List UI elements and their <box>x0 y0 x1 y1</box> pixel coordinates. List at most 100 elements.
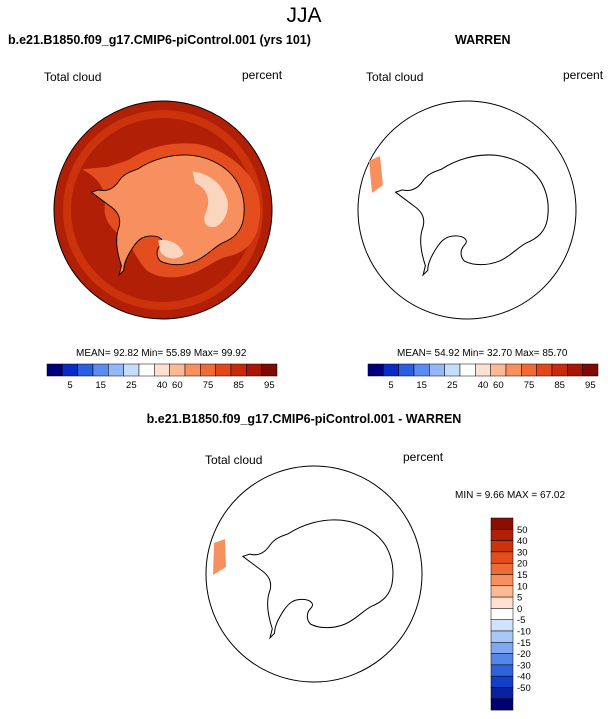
panel1-colorbar-swatch <box>77 363 94 377</box>
panel2-colorbar-swatch <box>475 363 491 377</box>
panel3-colorbar-swatch <box>490 653 514 666</box>
panel2-colorbar-tick-label: 95 <box>585 380 596 391</box>
panel1-colorbar-swatch <box>138 363 155 377</box>
panel3-colorbar-swatch <box>490 619 514 632</box>
panel3-colorbar-tick-label: -10 <box>517 627 531 638</box>
panel2-colorbar-swatch <box>367 363 384 377</box>
panel3-colorbar-tick-label: -30 <box>517 660 531 671</box>
panel2-colorbar-swatch <box>429 363 445 377</box>
panel1-colorbar-tick-label: 5 <box>67 380 72 391</box>
panel3-colorbar-tick-label: 5 <box>517 593 522 604</box>
panel2-colorbar-tick-label: 40 <box>478 380 489 391</box>
page-title: JJA <box>286 4 322 27</box>
panel1-colorbar-swatch <box>46 363 63 377</box>
panel2-map <box>357 100 577 320</box>
panel1-title: b.e21.B1850.f09_g17.CMIP6-piControl.001 … <box>8 33 311 47</box>
panel3-colorbar-swatch <box>490 664 514 677</box>
panel3-stats: MIN = 9.66 MAX = 67.02 <box>455 490 566 501</box>
panel3-colorbar-tick-label: -5 <box>517 615 525 626</box>
panel2-colorbar-swatch <box>567 363 583 377</box>
panel2-colorbar-swatch <box>582 363 599 377</box>
panel3-colorbar-tick-label: -50 <box>517 683 531 694</box>
panel3-colorbar-swatch <box>490 687 514 700</box>
panel1-map-boundary <box>53 100 273 320</box>
panel1-colorbar-tick-label: 85 <box>233 380 244 391</box>
panel3-colorbar-swatch <box>490 551 514 564</box>
panel3-colorbar-tick-label: 50 <box>517 525 528 536</box>
panel1-colorbar-swatch <box>200 363 216 377</box>
panel2-colorbar-swatch <box>490 363 507 377</box>
panel2-colorbar-swatch <box>383 363 399 377</box>
panel3-colorbar-swatch <box>490 642 514 654</box>
panel2-colorbar-tick-label: 85 <box>554 380 565 391</box>
panel3-colorbar-tick-label: -20 <box>517 649 531 660</box>
panel1-colorbar-swatch <box>215 363 232 377</box>
panel2-colorbar-tick-label: 25 <box>447 380 458 391</box>
panel3-colorbar-swatch <box>490 698 514 711</box>
panel2-colorbar-swatch <box>444 363 461 377</box>
panel3-title: b.e21.B1850.f09_g17.CMIP6-piControl.001 … <box>146 412 462 426</box>
panel2-colorbar-tick-label: 15 <box>416 380 427 391</box>
panel2-data-strip <box>369 156 383 193</box>
panel2-colorbar-swatch <box>536 363 553 377</box>
panel3-colorbar-tick-label: 40 <box>517 536 528 547</box>
panel3-colorbar-tick-label: -40 <box>517 672 531 683</box>
panel2-colorbar-swatch <box>459 363 476 377</box>
panel2-colorbar-tick-label: 5 <box>388 380 393 391</box>
panel2-stats: MEAN= 54.92 Min= 32.70 Max= 85.70 <box>397 348 568 359</box>
panel2-colorbar-tick-label: 60 <box>493 380 504 391</box>
panel3-map-boundary <box>205 465 423 683</box>
panel2-colorbar-tick-label: 75 <box>524 380 535 391</box>
panel1-colorbar-tick-label: 15 <box>95 380 106 391</box>
panel1-colorbar-tick-label: 60 <box>172 380 183 391</box>
panel3-map <box>205 465 423 683</box>
panel3-colorbar-swatch <box>490 529 514 541</box>
panel3-colorbar-tick-label: 30 <box>517 547 528 558</box>
panel3-colorbar-swatch <box>490 585 514 598</box>
panel2-title: WARREN <box>455 33 511 47</box>
panel3-colorbar-swatch <box>490 517 514 530</box>
panel1-colorbar-tick-label: 25 <box>126 380 137 391</box>
panel1-colorbar-tick-label: 95 <box>264 380 275 391</box>
panel2-colorbar-swatch <box>505 363 522 377</box>
panel2-colorbar-swatch <box>398 363 415 377</box>
panel2-colorbar-swatch <box>413 363 430 377</box>
panel1-colorbar-swatch <box>92 363 109 377</box>
panel1-colorbar-swatch <box>261 363 278 377</box>
panel1-colorbar-tick-label: 40 <box>157 380 168 391</box>
panel3-colorbar-tick-label: 10 <box>517 581 528 592</box>
panel1-stats: MEAN= 92.82 Min= 55.89 Max= 99.92 <box>76 348 247 359</box>
panel2-colorbar-swatch <box>521 363 537 377</box>
panel1-variable-label: Total cloud <box>44 70 102 84</box>
panel3-colorbar-swatch <box>490 562 514 575</box>
panel1-colorbar: 5 15 25 40 60 75 85 95 <box>46 363 278 391</box>
panel3-units-label: percent <box>403 450 444 464</box>
panel2-colorbar-swatch <box>551 363 568 377</box>
panel1-cloud-minimum <box>192 171 228 228</box>
panel1-colorbar-swatch <box>123 363 140 377</box>
panel2-units-label: percent <box>563 68 604 82</box>
panel3-colorbar-swatch <box>490 596 514 609</box>
panel3-colorbar-tick-label: 20 <box>517 559 528 570</box>
panel1-colorbar-swatch <box>154 363 170 377</box>
panel1-map <box>53 100 273 320</box>
panel3-colorbar-swatch <box>490 675 514 688</box>
panel3-colorbar-swatch <box>490 608 514 620</box>
panel3-colorbar-swatch <box>490 630 514 643</box>
panel1-colorbar-swatch <box>230 363 247 377</box>
panel1-colorbar-swatch <box>169 363 186 377</box>
panel1-colorbar-tick-label: 75 <box>203 380 214 391</box>
panel1-units-label: percent <box>242 68 283 82</box>
panel2-colorbar: 5 15 25 40 60 75 85 95 <box>367 363 599 391</box>
panel3-colorbar-swatch <box>490 540 514 553</box>
panel3-data-strip <box>213 539 226 575</box>
panel3-colorbar-swatch <box>490 574 514 587</box>
panel3-colorbar-tick-label: 15 <box>517 570 528 581</box>
panel1-colorbar-swatch <box>108 363 124 377</box>
panel1-colorbar-swatch <box>246 363 262 377</box>
panel1-colorbar-swatch <box>62 363 78 377</box>
panel3-colorbar-tick-label: 0 <box>517 604 522 615</box>
panel2-variable-label: Total cloud <box>366 70 424 84</box>
panel1-cloud-minimum-2 <box>158 240 184 259</box>
